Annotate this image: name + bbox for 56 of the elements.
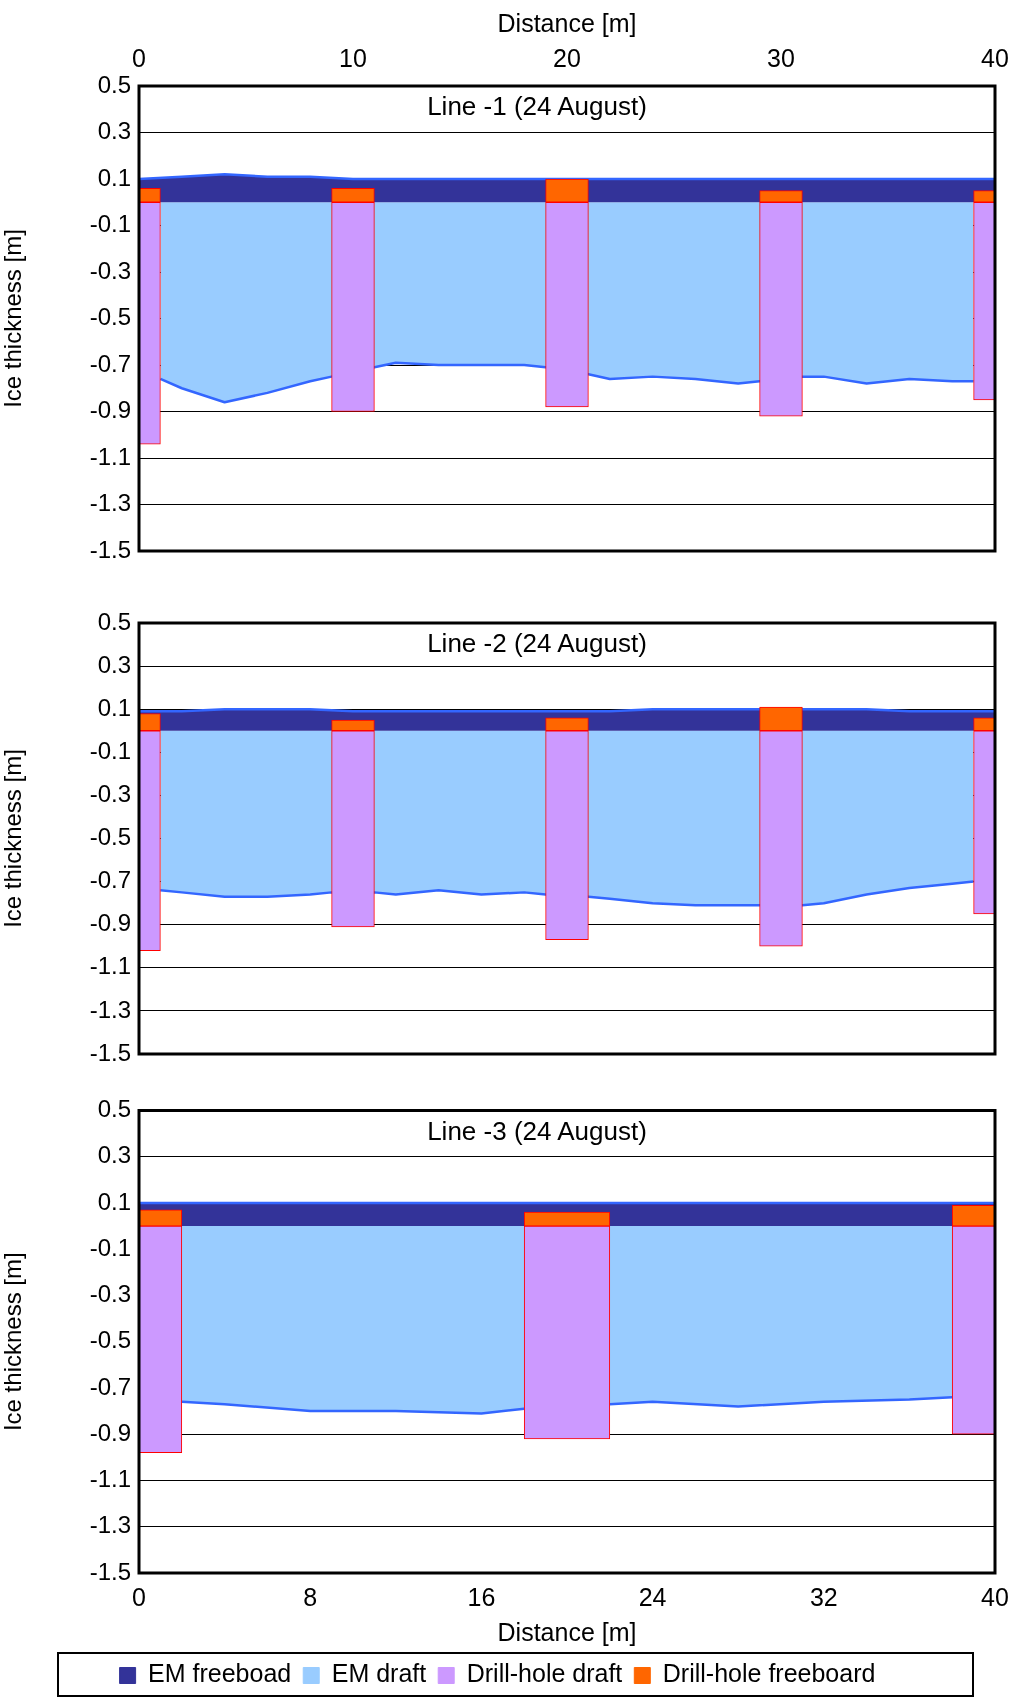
- x-tick-label: 8: [303, 1582, 318, 1611]
- x-tick-label: 20: [553, 43, 581, 72]
- y-tick-label: -1.5: [89, 535, 131, 563]
- y-tick-label: 0.1: [97, 693, 131, 721]
- y-tick-label: -0.9: [89, 396, 131, 424]
- y-tick-label: -0.9: [89, 909, 131, 937]
- y-tick-label: 0.1: [97, 163, 131, 191]
- x-tick-label: 40: [981, 43, 1009, 72]
- x-tick-label: 0: [132, 43, 146, 72]
- x-axis-title: Distance [m]: [497, 8, 637, 37]
- y-axis-title: Ice thickness [m]: [0, 1252, 27, 1432]
- y-tick-label: 0.5: [97, 70, 131, 98]
- y-tick-label: -1.3: [89, 995, 131, 1023]
- y-axis-title: Ice thickness [m]: [0, 229, 27, 408]
- y-tick-label: -0.1: [89, 210, 131, 238]
- y-tick-label: -1.1: [89, 952, 131, 980]
- y-tick-label: 0.5: [97, 1095, 131, 1123]
- x-tick-label: 24: [638, 1582, 667, 1611]
- y-tick-label: -0.7: [89, 349, 131, 377]
- x-tick-label: 16: [467, 1582, 496, 1611]
- y-tick-label: 0.5: [97, 607, 131, 635]
- x-tick-label: 10: [339, 43, 367, 72]
- y-tick-label: -0.5: [89, 303, 131, 331]
- y-tick-label: -0.9: [89, 1418, 131, 1446]
- chart-title: Line -2 (24 August): [427, 628, 647, 659]
- x-axis-title: Distance [m]: [497, 1617, 637, 1646]
- y-tick-label: -1.1: [89, 1465, 131, 1493]
- y-tick-label: 0.3: [97, 117, 131, 145]
- y-tick-label: 0.3: [97, 650, 131, 678]
- x-tick-label: 40: [981, 1582, 1009, 1611]
- y-tick-label: -0.5: [89, 1326, 131, 1354]
- y-tick-label: -1.3: [89, 1511, 131, 1539]
- legend-label: Drill-hole freeboard: [662, 1659, 876, 1688]
- y-tick-label: 0.3: [97, 1141, 131, 1169]
- x-tick-label: 32: [809, 1582, 838, 1611]
- chart-title: Line -3 (24 August): [427, 1115, 647, 1146]
- legend-label: EM draft: [331, 1659, 427, 1688]
- x-tick-label: 0: [132, 1582, 146, 1611]
- chart-title: Line -1 (24 August): [427, 91, 647, 122]
- y-axis-title: Ice thickness [m]: [0, 749, 27, 928]
- y-tick-label: -0.3: [89, 256, 131, 284]
- y-tick-label: -1.1: [89, 442, 131, 470]
- y-tick-label: -1.5: [89, 1038, 131, 1066]
- y-tick-label: -0.1: [89, 1233, 131, 1261]
- y-tick-label: -0.3: [89, 1280, 131, 1308]
- y-tick-label: -1.5: [89, 1557, 131, 1585]
- x-tick-label: 30: [767, 43, 795, 72]
- y-tick-label: 0.1: [97, 1187, 131, 1215]
- legend-label: EM freeboad: [148, 1659, 292, 1688]
- y-tick-label: -0.7: [89, 866, 131, 894]
- y-tick-label: -1.3: [89, 489, 131, 517]
- y-tick-label: -0.3: [89, 780, 131, 808]
- legend-label: Drill-hole draft: [466, 1659, 623, 1688]
- y-tick-label: -0.7: [89, 1372, 131, 1400]
- y-tick-label: -0.1: [89, 736, 131, 764]
- y-tick-label: -0.5: [89, 823, 131, 851]
